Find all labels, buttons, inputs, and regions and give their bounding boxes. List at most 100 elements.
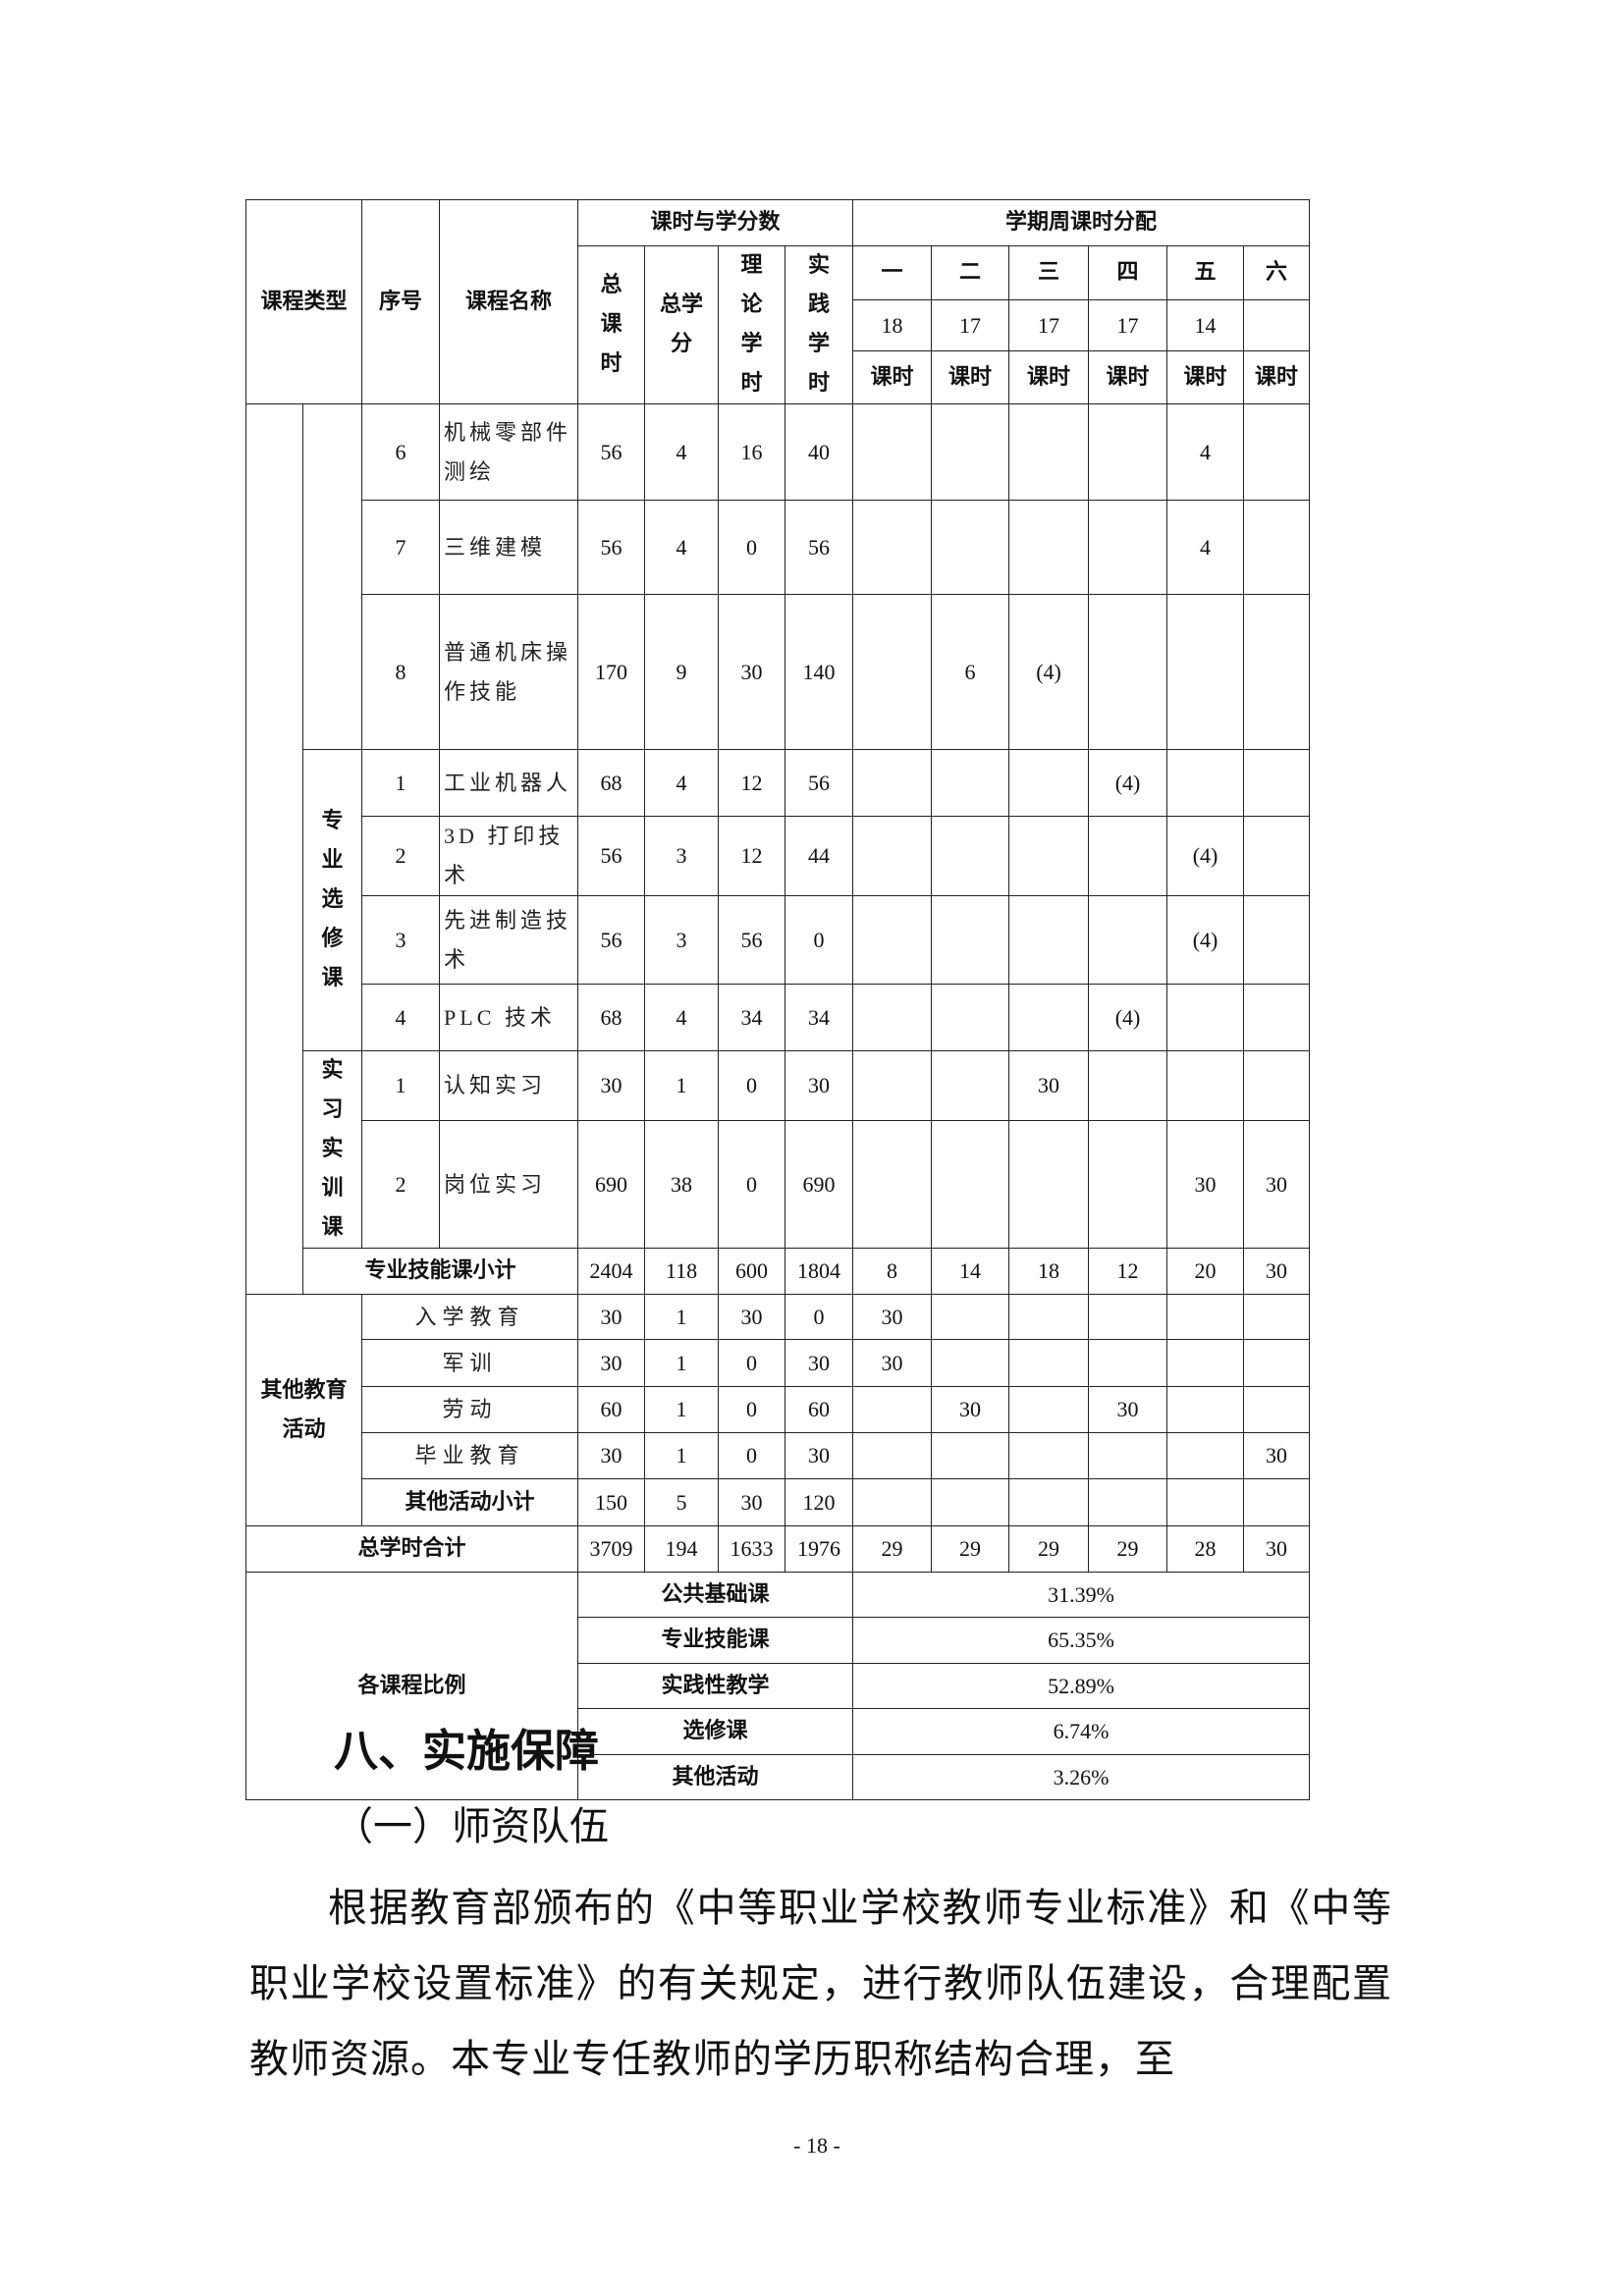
hours-cell: 4 (644, 500, 720, 595)
semester-hours-cell (1243, 1339, 1311, 1387)
hours-cell: 690 (785, 1120, 854, 1249)
semester-hours-cell: 30 (852, 1339, 933, 1387)
semester-hours-cell (852, 500, 933, 595)
hours-cell: 30 (718, 1294, 786, 1340)
semester-hours-cell (931, 816, 1010, 896)
hours-cell: 1976 (785, 1525, 854, 1573)
hours-cell: 68 (577, 984, 646, 1051)
subtotal-row: 专业技能课小计 2404 118 600 1804 8 14 18 12 20 30 (246, 1248, 1311, 1295)
header-weeks: 17 (1088, 298, 1168, 352)
hours-cell: 68 (577, 749, 646, 817)
ratio-row: 专业技能课 65.35% (246, 1617, 1311, 1664)
semester-hours-cell (1088, 895, 1168, 985)
total-label: 总学时合计 (244, 1525, 579, 1573)
semester-hours-cell: 30 (931, 1386, 1010, 1433)
hours-cell: 0 (785, 895, 854, 985)
course-name-cell: 机械零部件测绘 (439, 403, 579, 501)
semester-hours-cell (1243, 895, 1311, 985)
semester-hours-cell (1008, 1478, 1090, 1526)
hours-cell: 1 (644, 1432, 720, 1479)
table-row: 毕业教育 30 1 0 30 30 (246, 1432, 1311, 1479)
hours-cell: 30 (577, 1049, 646, 1122)
header-hours-col: 总课时 (577, 245, 646, 404)
ratio-name: 选修课 (577, 1708, 854, 1755)
header-semester: 二 (931, 245, 1010, 300)
semester-hours-cell: 30 (1243, 1432, 1311, 1479)
hours-cell: 120 (785, 1478, 854, 1526)
semester-hours-cell (1243, 984, 1311, 1051)
semester-hours-cell: 30 (1008, 1049, 1090, 1122)
semester-hours-cell (1243, 749, 1311, 817)
hours-cell: 1804 (785, 1248, 854, 1295)
table-row: 7 三维建模 56 4 0 56 4 (246, 500, 1311, 595)
semester-hours-cell (931, 984, 1010, 1051)
hours-cell: 0 (718, 1432, 786, 1479)
hours-cell: 0 (718, 500, 786, 595)
other-category-cell: 其他教育活动 (244, 1294, 363, 1526)
course-name-cell: 普通机床操作技能 (439, 594, 579, 750)
semester-hours-cell (852, 895, 933, 985)
semester-hours-cell (931, 1478, 1010, 1526)
semester-hours-cell: 20 (1166, 1248, 1245, 1295)
header-unit: 课时 (1088, 350, 1168, 404)
ratio-value: 31.39% (852, 1572, 1311, 1618)
semester-hours-cell (852, 1120, 933, 1249)
category-cell (245, 403, 303, 1295)
header-unit: 课时 (1008, 350, 1090, 404)
hours-cell: 118 (644, 1248, 720, 1295)
semester-hours-cell (931, 403, 1010, 501)
activity-name-cell: 入学教育 (361, 1294, 579, 1340)
ratio-name: 专业技能课 (577, 1617, 854, 1664)
header-semester: 四 (1088, 245, 1168, 300)
semester-hours-cell: 18 (1008, 1248, 1090, 1295)
elective-category-cell: 专业选修课 (301, 749, 363, 1051)
hours-cell: 9 (644, 594, 720, 750)
semester-hours-cell: (4) (1008, 594, 1090, 750)
semester-hours-cell (931, 1294, 1010, 1340)
seq-cell: 1 (361, 749, 441, 817)
semester-hours-cell: (4) (1166, 895, 1245, 985)
hours-cell: 194 (644, 1525, 720, 1573)
semester-hours-cell (1088, 1120, 1168, 1249)
table-row: 8 普通机床操作技能 170 9 30 140 6 (4) (246, 594, 1311, 750)
semester-hours-cell (1243, 500, 1311, 595)
hours-cell: 600 (718, 1248, 786, 1295)
semester-hours-cell (1088, 1294, 1168, 1340)
course-schedule-table: 课程类型 序号 课程名称 课时与学分数 学期周课时分配 总课时 总学分 理论学时 实践学时一二三… (244, 199, 1311, 1800)
hours-cell: 38 (644, 1120, 720, 1249)
header-unit: 课时 (852, 350, 933, 404)
semester-hours-cell (1008, 1120, 1090, 1249)
table-row: 4 PLC 技术 68 4 34 34 (4) (246, 984, 1311, 1051)
table-row: 其他教育活动 入学教育 30 1 30 0 30 (244, 1294, 1311, 1526)
hours-cell: 4 (644, 749, 720, 817)
subcategory-cell (301, 403, 363, 750)
hours-cell: 56 (577, 895, 646, 985)
header-row: 18 17 17 17 14 (246, 298, 1311, 352)
course-name-cell: PLC 技术 (439, 984, 579, 1051)
semester-hours-cell (852, 749, 933, 817)
table-row: 6 机械零部件测绘 56 4 16 40 4 (245, 403, 1311, 1295)
course-name-cell: 3D 打印技术 (439, 816, 579, 896)
semester-hours-cell (1088, 1049, 1168, 1122)
hours-cell: 170 (577, 594, 646, 750)
semester-hours-cell (1166, 1294, 1245, 1340)
header-hours-col: 实践学时 (785, 245, 854, 404)
hours-cell: 3709 (577, 1525, 646, 1573)
hours-cell: 60 (577, 1386, 646, 1433)
ratio-name: 公共基础课 (577, 1572, 854, 1618)
semester-hours-cell (1088, 1478, 1168, 1526)
semester-hours-cell: 28 (1166, 1525, 1245, 1573)
semester-hours-cell (931, 500, 1010, 595)
table-row: 2 岗位实习 690 38 0 690 30 30 (246, 1120, 1311, 1249)
semester-hours-cell (1088, 816, 1168, 896)
subsection-heading: （一）师资队伍 (334, 1804, 609, 1849)
semester-hours-cell (1243, 816, 1311, 896)
activity-name-cell: 军训 (361, 1339, 579, 1387)
table-row: 专业选修课 1 工业机器人 68 4 12 56 (4) (246, 749, 1311, 1051)
semester-hours-cell (1243, 1386, 1311, 1433)
hours-cell: 56 (785, 500, 854, 595)
course-name-cell: 岗位实习 (439, 1120, 579, 1249)
semester-hours-cell (1166, 1386, 1245, 1433)
hours-cell: 0 (718, 1386, 786, 1433)
semester-hours-cell (1166, 594, 1245, 750)
